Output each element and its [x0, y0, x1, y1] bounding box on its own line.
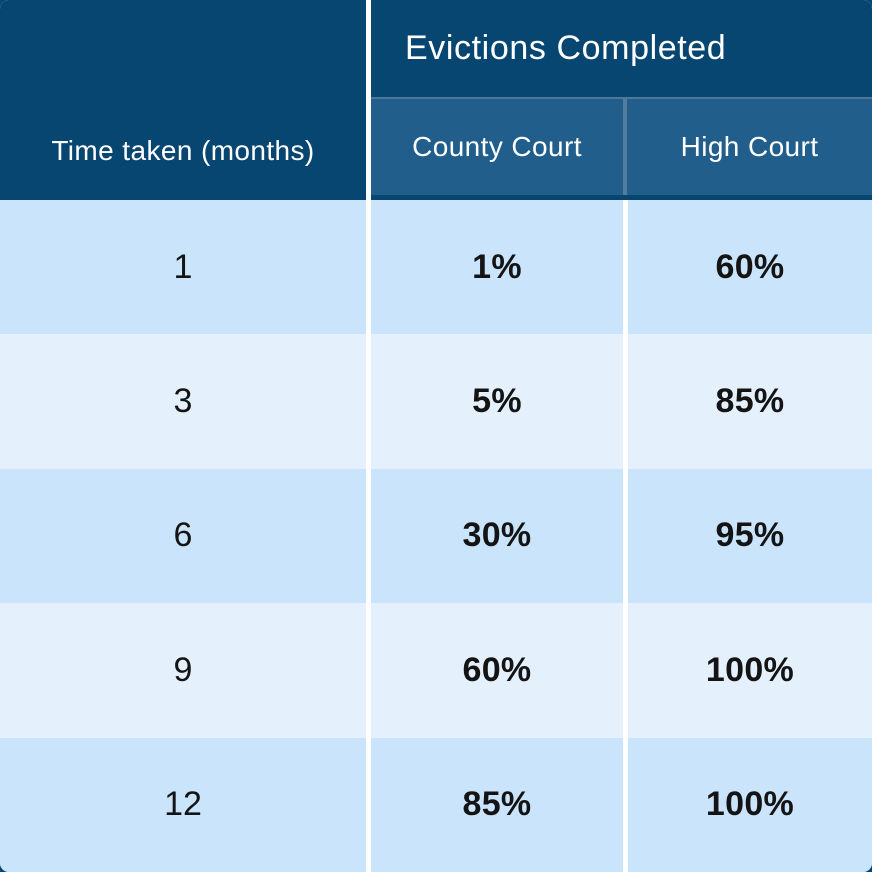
months-cell: 3 — [0, 334, 366, 469]
high-court-header-label: High Court — [680, 131, 819, 162]
county-court-cell: 60% — [371, 603, 623, 738]
row-header-label: Time taken (months) — [51, 135, 315, 166]
county-court-cell: 85% — [371, 737, 623, 872]
column-header-county-court: County Court — [371, 99, 623, 195]
months-cell: 12 — [0, 737, 366, 872]
county-court-header-label: County Court — [412, 131, 582, 162]
high-court-cell: 60% — [628, 200, 872, 335]
table-header-group: Evictions Completed County Court High Co… — [371, 0, 872, 200]
high-court-cell: 100% — [628, 603, 872, 738]
county-court-cell: 30% — [371, 468, 623, 604]
column-header-high-court: High Court — [627, 99, 872, 195]
high-court-cell: 85% — [628, 334, 872, 469]
months-cell: 9 — [0, 603, 366, 738]
column-headers-row: County Court High Court — [371, 97, 872, 195]
county-court-cell: 1% — [371, 200, 623, 335]
months-cell: 1 — [0, 200, 366, 335]
group-header-evictions-completed: Evictions Completed — [371, 0, 872, 97]
high-court-cell: 95% — [628, 468, 872, 604]
county-court-cell: 5% — [371, 334, 623, 469]
group-header-label: Evictions Completed — [405, 29, 727, 67]
row-header-time-taken: Time taken (months) — [0, 0, 366, 200]
column-header-divider — [623, 99, 627, 195]
months-cell: 6 — [0, 468, 366, 604]
high-court-cell: 100% — [628, 737, 872, 872]
